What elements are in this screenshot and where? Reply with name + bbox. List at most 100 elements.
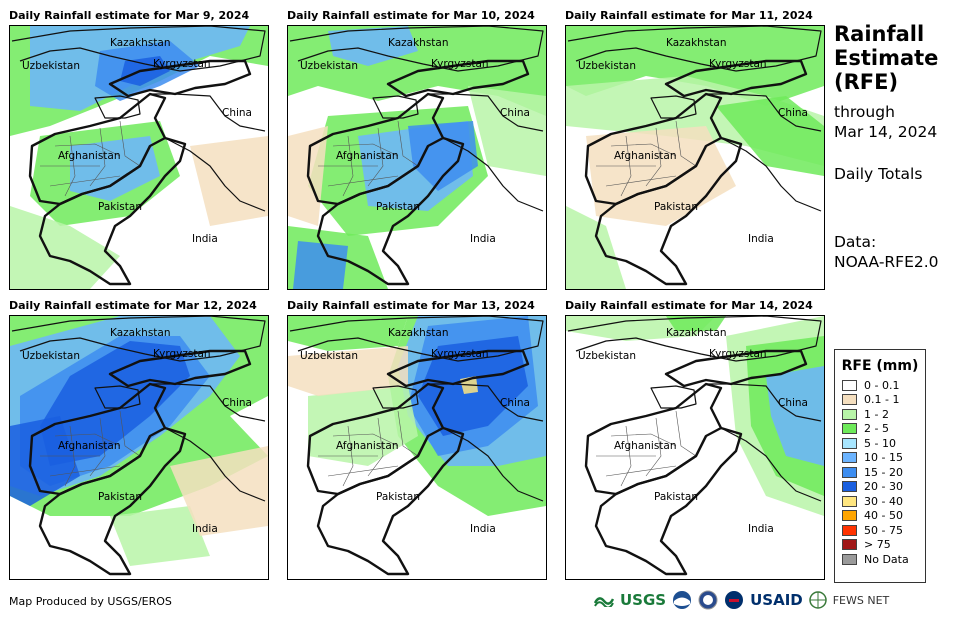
rain-area (566, 206, 626, 289)
country-border-chn (428, 93, 544, 132)
country-border-kaz (11, 26, 266, 72)
legend-title: RFE (mm) (841, 358, 919, 374)
rain-area (110, 506, 210, 566)
map-svg: Kazakhstan Uzbekistan Kyrgyzstan China Afgha… (288, 26, 546, 289)
map-title-block: Rainfall Estimate (RFE) through Mar 14, … (834, 22, 970, 272)
country-border-chn (706, 383, 822, 422)
province-boundary (332, 143, 399, 157)
place-label-afghanistan: Afghanistan (58, 440, 121, 452)
legend-label: 2 - 5 (864, 422, 889, 436)
globe-icon (808, 591, 827, 609)
legend-swatch (842, 408, 857, 420)
place-label-kazakhstan: Kazakhstan (388, 37, 449, 49)
rain-area (328, 26, 418, 66)
place-label-afghanistan: Afghanistan (336, 150, 399, 162)
usaid-logo-text: USAID (750, 591, 803, 609)
province-boundary (397, 410, 419, 457)
legend-swatch (842, 481, 857, 493)
rain-area (288, 346, 408, 396)
panel-title: Daily Rainfall estimate for Mar 10, 2024 (287, 9, 535, 22)
rain-area (468, 86, 546, 176)
legend-label: 0 - 0.1 (864, 378, 900, 392)
rainfall-map: Kazakhstan Uzbekistan Kyrgyzstan China Afgha… (287, 25, 547, 290)
title-line: Rainfall (834, 22, 925, 46)
legend-swatch (842, 495, 857, 507)
country-border-taj (94, 385, 141, 409)
province-boundary (605, 465, 677, 477)
nasa-seal-icon (698, 590, 718, 610)
place-label-kyrgyzstan: Kyrgyzstan (431, 58, 489, 70)
place-label-pakistan: Pakistan (654, 491, 698, 503)
legend-swatch (842, 466, 857, 478)
country-border-ind (720, 427, 822, 502)
place-label-pakistan: Pakistan (654, 201, 698, 213)
legend-item: > 75 (835, 538, 925, 553)
legend-swatch (842, 452, 857, 464)
country-border-kaz (567, 316, 822, 362)
country-border-afg (584, 382, 723, 496)
rainfall-map: Kazakhstan Uzbekistan Kyrgyzstan China Afgha… (9, 25, 269, 290)
legend-swatch (842, 510, 857, 522)
place-label-china: China (222, 397, 252, 409)
place-label-uzbekistan: Uzbekistan (300, 60, 358, 72)
map-svg: Kazakhstan Uzbekistan Kyrgyzstan China Afgha… (566, 26, 824, 289)
country-border-chn (706, 93, 822, 132)
legend-label: No Data (864, 552, 909, 566)
country-border-pak (38, 136, 187, 286)
country-border-taj (94, 95, 141, 119)
country-border-kgz (108, 349, 252, 388)
province-boundary (620, 135, 632, 197)
province-boundary (64, 425, 76, 487)
place-label-uzbekistan: Uzbekistan (22, 350, 80, 362)
legend-label: 0.1 - 1 (864, 393, 900, 407)
rain-area (308, 386, 418, 466)
province-boundary (675, 120, 697, 167)
province-boundary (610, 433, 677, 447)
country-border-ind (164, 427, 266, 502)
country-border-kaz (289, 316, 544, 362)
province-boundary (397, 120, 419, 167)
place-label-china: China (778, 107, 808, 119)
place-label-india: India (748, 233, 774, 245)
place-label-kyrgyzstan: Kyrgyzstan (709, 58, 767, 70)
fewsnet-logo-text: FEWS NET (832, 593, 890, 607)
place-label-afghanistan: Afghanistan (336, 440, 399, 452)
legend-item: 5 - 10 (835, 436, 925, 451)
legend-label: 1 - 2 (864, 407, 889, 421)
legend-swatch (842, 524, 857, 536)
legend-item: 50 - 75 (835, 523, 925, 538)
legend-swatch (842, 379, 857, 391)
usgs-logo-icon (594, 597, 614, 607)
legend-label: 30 - 40 (864, 494, 903, 508)
province-boundary (675, 410, 697, 457)
title-line: (RFE) (834, 70, 899, 94)
legend-item: 20 - 30 (835, 480, 925, 495)
country-border-chn (150, 93, 266, 132)
province-boundary (342, 425, 354, 487)
country-border-kgz (664, 349, 808, 388)
country-border-chn (428, 383, 544, 422)
rainfall-map: Kazakhstan Uzbekistan Kyrgyzstan China Afgha… (565, 315, 825, 580)
rain-area (170, 446, 268, 536)
place-label-india: India (192, 233, 218, 245)
legend-item: 1 - 2 (835, 407, 925, 422)
rain-field (566, 316, 824, 516)
place-label-afghanistan: Afghanistan (614, 150, 677, 162)
legend-swatch (842, 437, 857, 449)
map-svg: Kazakhstan Uzbekistan Kyrgyzstan China Afgha… (566, 316, 824, 576)
logo-strip: USGS USAID FEWS NET (594, 590, 889, 610)
map-svg: Kazakhstan Uzbekistan Kyrgyzstan China Afgha… (10, 26, 268, 289)
country-border-pak (594, 136, 743, 286)
province-boundary (64, 135, 76, 197)
country-border-ind (720, 137, 822, 212)
noaa-logo-icon (673, 591, 692, 609)
province-boundary (54, 143, 121, 157)
legend-swatch (842, 553, 857, 565)
totals-label: Daily Totals (834, 165, 923, 183)
place-label-kazakhstan: Kazakhstan (110, 37, 171, 49)
place-label-kazakhstan: Kazakhstan (666, 327, 727, 339)
country-border-taj (372, 95, 419, 119)
place-label-china: China (500, 107, 530, 119)
country-border-kaz (567, 26, 822, 72)
